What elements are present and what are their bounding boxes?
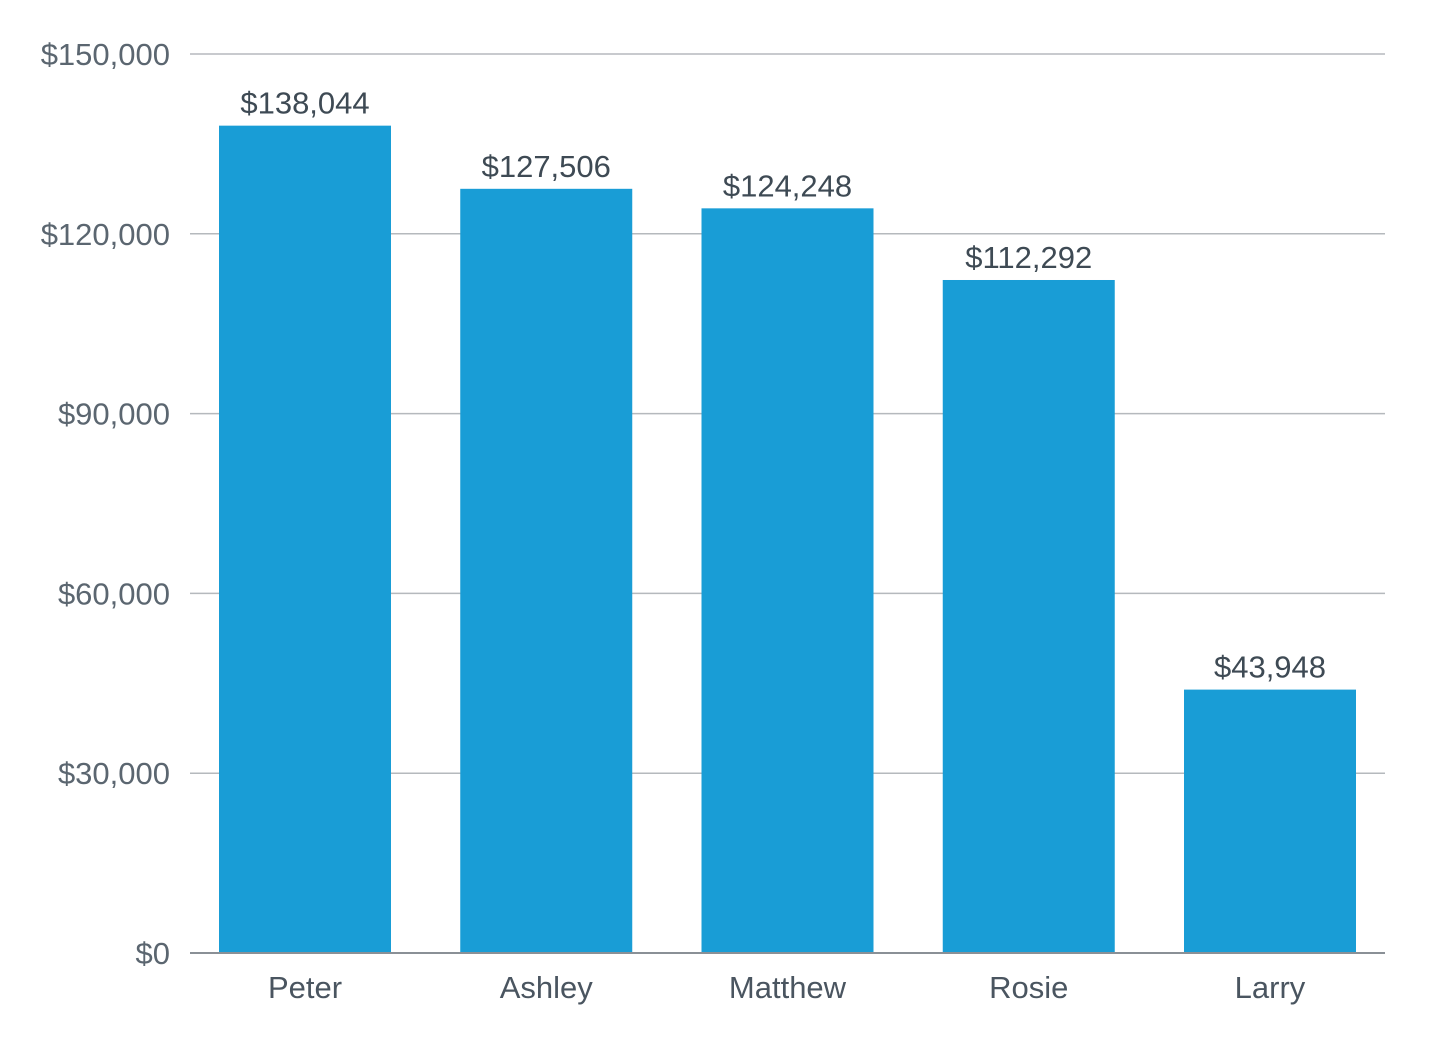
data-label: $138,044 xyxy=(240,86,369,121)
data-label: $127,506 xyxy=(482,149,611,184)
data-label: $112,292 xyxy=(965,240,1092,275)
y-axis-tick-labels: $0 $30,000 $60,000 $90,000 $120,000 $150,000 xyxy=(41,37,170,971)
y-tick-label: $0 xyxy=(136,936,170,971)
data-labels: $138,044 $127,506 $124,248 $112,292 $43,948 xyxy=(240,86,1326,685)
data-label: $124,248 xyxy=(723,168,852,203)
bar-ashley xyxy=(460,188,633,954)
x-tick-label: Larry xyxy=(1235,970,1306,1005)
bar-larry xyxy=(1184,689,1356,953)
x-tick-label: Rosie xyxy=(989,970,1068,1005)
x-tick-label: Ashley xyxy=(500,970,594,1005)
bar-rosie xyxy=(942,279,1115,954)
y-tick-label: $60,000 xyxy=(58,576,170,611)
x-axis-category-labels: Peter Ashley Matthew Rosie Larry xyxy=(268,970,1306,1005)
x-tick-label: Peter xyxy=(268,970,342,1005)
bar-peter xyxy=(219,125,391,953)
data-label: $43,948 xyxy=(1214,650,1326,685)
y-tick-label: $30,000 xyxy=(58,756,170,791)
bars xyxy=(219,125,1356,954)
y-tick-label: $120,000 xyxy=(41,217,170,252)
bar-matthew xyxy=(701,208,874,953)
x-tick-label: Matthew xyxy=(729,970,847,1005)
y-tick-label: $150,000 xyxy=(41,37,170,72)
y-tick-label: $90,000 xyxy=(58,397,170,432)
